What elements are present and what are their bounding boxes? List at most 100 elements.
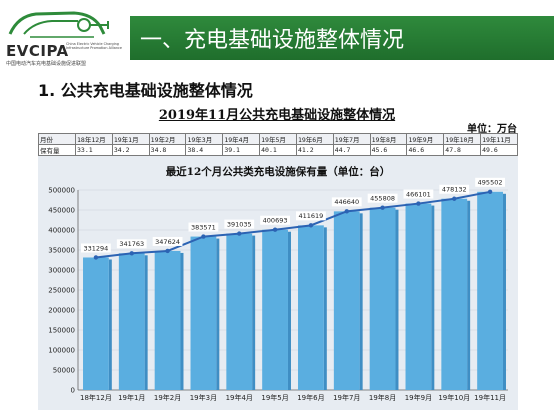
- page-title: 一、充电基础设施整体情况: [140, 28, 405, 53]
- bar-chart: 0 50000 100000 150000 200000 250000 300000 3500…: [48, 177, 508, 402]
- bar-side: [431, 205, 435, 390]
- table-row: 保有量 33.1 34.2 34.8 38.4 39.1 40.1 41.2 44.7 45.6 4…: [38, 144, 518, 156]
- trend-point: [344, 209, 349, 214]
- data-label: 391035: [227, 220, 252, 228]
- data-label-box: [224, 219, 255, 229]
- logo-chinese-name: 中国电动汽车充电基础设施促进联盟: [6, 61, 87, 67]
- y-tick-label: 50000: [53, 367, 75, 375]
- data-label-box: [260, 215, 290, 225]
- month-cell: 19年9月: [406, 133, 445, 145]
- row-label: 月份: [38, 133, 76, 145]
- trend-point: [308, 223, 314, 228]
- x-tick-label: 19年6月: [297, 393, 324, 402]
- value-cell: 34.2: [111, 144, 150, 156]
- bar-side: [502, 193, 506, 390]
- trend-point: [237, 231, 242, 236]
- y-tick-label: 400000: [48, 227, 75, 235]
- y-tick-label: 150000: [48, 327, 75, 335]
- bar-side: [359, 213, 363, 390]
- month-cell: 19年5月: [259, 133, 297, 145]
- data-label-box: [439, 184, 470, 194]
- y-tick-label: 300000: [48, 267, 75, 275]
- y-tick-label: 0: [71, 387, 75, 395]
- table-title: 2019年11月公共充电基础设施整体情况: [158, 108, 396, 123]
- data-label-box: [188, 222, 219, 232]
- row-label: 保有量: [38, 144, 76, 156]
- bar: [441, 198, 468, 390]
- data-label-box: [296, 211, 326, 221]
- value-cell: 45.6: [369, 144, 408, 156]
- month-cell: 19年2月: [148, 133, 187, 145]
- bar: [333, 211, 360, 390]
- data-label: 347624: [155, 238, 180, 246]
- data-label-box: [81, 243, 111, 253]
- x-tick-label: 19年4月: [226, 393, 253, 402]
- data-label-box: [331, 197, 362, 207]
- value-cell: 34.8: [148, 144, 187, 156]
- trend-point: [452, 196, 457, 201]
- month-cell: 19年10月: [443, 133, 482, 145]
- bar: [369, 207, 396, 390]
- logo-name: EVCIPA: [6, 42, 69, 60]
- trend-point: [487, 189, 493, 194]
- value-cell: 39.1: [222, 144, 261, 156]
- bar: [477, 191, 503, 390]
- bar: [118, 253, 145, 390]
- car-plug-icon: [8, 11, 109, 38]
- bar: [190, 236, 217, 390]
- header-band: 一、充电基础设施整体情况: [130, 16, 554, 60]
- value-cell: 40.1: [259, 144, 297, 156]
- x-tick-label: 19年5月: [261, 393, 288, 402]
- trend-point: [380, 205, 385, 210]
- data-label: 411619: [299, 212, 324, 220]
- y-tick-label: 200000: [48, 307, 75, 315]
- bar-side: [108, 259, 112, 390]
- x-tick-label: 19年9月: [405, 393, 432, 402]
- bar-side: [252, 235, 256, 390]
- data-label: 383571: [191, 223, 216, 231]
- bar-side: [216, 238, 220, 390]
- y-tick-label: 350000: [48, 247, 75, 255]
- data-label: 466101: [406, 190, 431, 198]
- y-tick-label: 250000: [48, 287, 75, 295]
- month-cell: 19年3月: [185, 133, 224, 145]
- data-label-box: [475, 177, 505, 187]
- value-cell: 44.7: [332, 144, 371, 156]
- bar: [262, 229, 288, 390]
- bar-side: [467, 200, 471, 390]
- x-tick-label: 18年12月: [80, 393, 112, 402]
- month-cell: 18年12月: [75, 133, 113, 145]
- bar: [154, 250, 181, 390]
- bar: [226, 233, 253, 390]
- month-cell: 19年1月: [111, 133, 150, 145]
- month-cell: 19年8月: [369, 133, 408, 145]
- value-cell: 41.2: [295, 144, 334, 156]
- data-label-box: [367, 193, 398, 203]
- data-label: 341763: [119, 240, 144, 248]
- bar: [83, 257, 109, 390]
- data-label-box: [152, 236, 183, 246]
- data-label: 455808: [370, 194, 395, 202]
- data-label: 478132: [442, 186, 467, 194]
- month-cell: 19年11月: [480, 133, 518, 145]
- logo-english-name: China Electric Vehicle Charging Infrastr…: [66, 42, 122, 51]
- trend-point: [93, 255, 99, 260]
- chart-title: 最近12个月公共类充电设施保有量（单位：台）: [165, 166, 391, 178]
- bar: [298, 225, 324, 390]
- evcipa-logo: EVCIPA China Electric Vehicle Charging I…: [4, 4, 128, 68]
- x-tick-label: 19年8月: [369, 393, 396, 402]
- bar-side: [395, 209, 399, 390]
- value-cell: 49.6: [480, 144, 518, 156]
- data-table: 月份 18年12月 19年1月 19年2月 19年3月 19年4月 19年5月 19年6月 19…: [38, 133, 518, 156]
- month-cell: 19年4月: [222, 133, 261, 145]
- data-label: 400693: [263, 217, 288, 225]
- x-tick-label: 19年2月: [154, 393, 181, 402]
- value-cell: 47.8: [443, 144, 482, 156]
- trend-point: [165, 248, 170, 254]
- trend-point: [416, 201, 421, 206]
- bar-side: [180, 252, 184, 390]
- data-label-box: [116, 239, 147, 249]
- chart-frame: 最近12个月公共类充电设施保有量（单位：台） 0 50000 100000 15000…: [38, 156, 518, 410]
- bar-side: [323, 227, 327, 390]
- section-title: 1. 公共充电基础设施整体情况: [38, 81, 253, 100]
